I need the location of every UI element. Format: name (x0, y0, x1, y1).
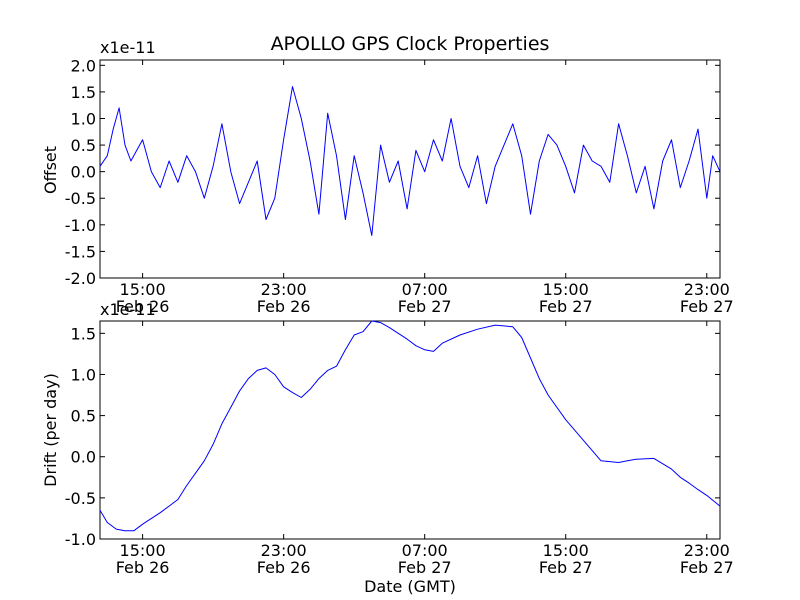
offset-ytick-label: 0.0 (71, 163, 96, 182)
offset-yticks: -2.0 -1.5 -1.0 -0.5 0.0 0.5 1.0 1.5 2.0 (65, 56, 720, 288)
offset-xtick-time-label: 15:00 (120, 280, 166, 299)
chart-title: APOLLO GPS Clock Properties (271, 33, 550, 55)
offset-xtick-date-label: Feb 26 (257, 297, 311, 316)
drift-ytick-label: 0.5 (71, 407, 96, 426)
offset-exponent-label: x1e-11 (100, 38, 156, 57)
offset-ytick-label: 0.5 (71, 136, 96, 155)
drift-yticks: -1.0 -0.5 0.0 0.5 1.0 1.5 (65, 324, 720, 549)
offset-ytick-label: 2.0 (71, 56, 96, 75)
offset-ytick-label: -0.5 (65, 189, 96, 208)
drift-xtick-date-label: Feb 27 (539, 558, 593, 577)
drift-xtick-time-label: 23:00 (684, 541, 730, 560)
offset-series-group (99, 86, 721, 236)
drift-axes-frame (99, 320, 721, 540)
offset-ytick-label: 1.5 (71, 83, 96, 102)
drift-series-group (99, 320, 721, 532)
drift-xlabel: Date (GMT) (364, 577, 456, 596)
drift-xtick-date-label: Feb 26 (116, 558, 170, 577)
offset-xtick-date-label: Feb 27 (680, 297, 734, 316)
offset-ytick-label: -1.0 (65, 216, 96, 235)
offset-xtick-time-label: 23:00 (684, 280, 730, 299)
drift-xtick-date-label: Feb 26 (257, 558, 311, 577)
drift-xtick-time-label: 15:00 (543, 541, 589, 560)
offset-xtick-date-label: Feb 26 (116, 297, 170, 316)
drift-xtick-date-label: Feb 27 (680, 558, 734, 577)
drift-panel: x1e-11 Drift (per day) -1.0 -0.5 0.0 0.5 1.0… (41, 300, 734, 596)
drift-ytick-label: -0.5 (65, 489, 96, 508)
offset-ylabel: Offset (41, 146, 60, 194)
drift-xtick-time-label: 07:00 (402, 541, 448, 560)
offset-series-line-0 (99, 86, 721, 236)
offset-xtick-date-label: Feb 27 (539, 297, 593, 316)
offset-ytick-label: -1.5 (65, 242, 96, 261)
drift-xtick-date-label: Feb 27 (398, 558, 452, 577)
drift-ytick-label: 1.0 (71, 365, 96, 384)
drift-xtick-time-label: 15:00 (120, 541, 166, 560)
drift-ylabel: Drift (per day) (41, 373, 60, 487)
offset-axes-frame (99, 59, 721, 279)
offset-xtick-time-label: 23:00 (261, 280, 307, 299)
offset-ytick-label: 1.0 (71, 109, 96, 128)
offset-xtick-time-label: 07:00 (402, 280, 448, 299)
offset-ytick-label: -2.0 (65, 269, 96, 288)
drift-exponent-label: x1e-11 (100, 300, 156, 319)
drift-xtick-time-label: 23:00 (261, 541, 307, 560)
offset-xtick-date-label: Feb 27 (398, 297, 452, 316)
offset-xtick-time-label: 15:00 (543, 280, 589, 299)
offset-panel: APOLLO GPS Clock Properties x1e-11 Offse… (41, 33, 734, 316)
drift-series-line-0 (99, 320, 721, 532)
drift-ytick-label: 1.5 (71, 324, 96, 343)
drift-ytick-label: -1.0 (65, 530, 96, 549)
drift-ytick-label: 0.0 (71, 448, 96, 467)
